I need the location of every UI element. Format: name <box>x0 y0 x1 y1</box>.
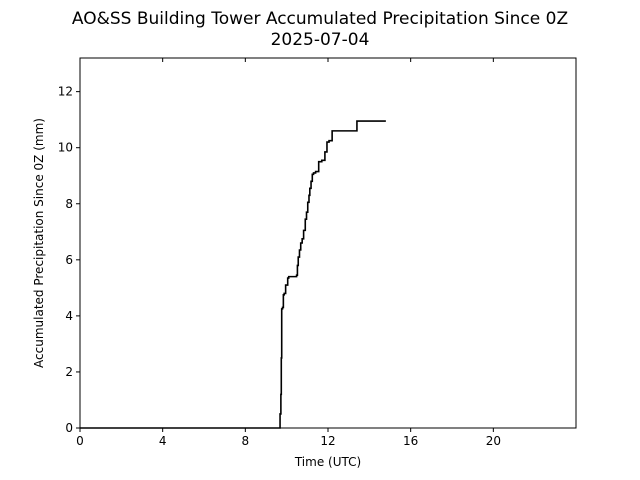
y-axis-ticks: 0 2 4 6 8 10 12 <box>58 85 80 435</box>
y-axis-label: Accumulated Precipitation Since 0Z (mm) <box>32 118 46 368</box>
chart-subtitle: 2025-07-04 <box>271 30 370 50</box>
x-axis-ticks: 0 4 8 12 16 20 <box>76 58 501 448</box>
plot-frame <box>79 57 577 429</box>
y-tick-label: 4 <box>65 309 73 323</box>
y-tick-label: 6 <box>65 253 73 267</box>
chart-title: AO&SS Building Tower Accumulated Precipi… <box>72 9 568 29</box>
y-tick-label: 8 <box>65 197 73 211</box>
x-axis-label: Time (UTC) <box>294 455 361 469</box>
x-tick-label: 16 <box>403 434 418 448</box>
x-tick-label: 12 <box>320 434 335 448</box>
series-line-0 <box>80 120 386 429</box>
y-tick-label: 12 <box>58 85 73 99</box>
x-tick-label: 20 <box>486 434 501 448</box>
x-tick-label: 8 <box>242 434 250 448</box>
y-tick-label: 0 <box>65 421 73 435</box>
x-tick-label: 0 <box>76 434 84 448</box>
y-tick-label: 2 <box>65 365 73 379</box>
series-layer <box>80 120 386 429</box>
x-tick-label: 4 <box>159 434 167 448</box>
y-tick-label: 10 <box>58 141 73 155</box>
